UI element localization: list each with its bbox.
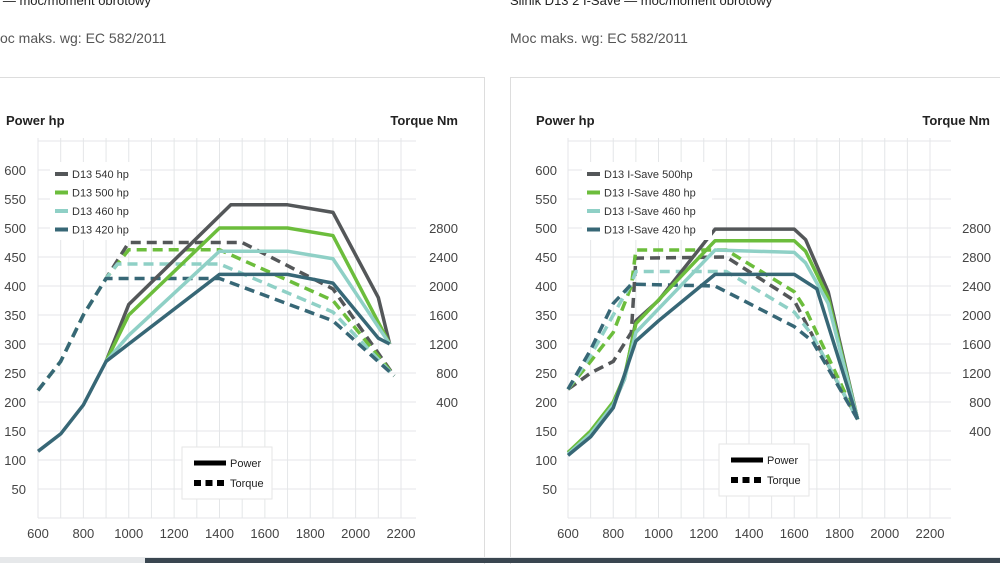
y-tick-label: 250 (535, 366, 557, 381)
y-tick-label: 400 (535, 279, 557, 294)
y2-tick-label: 2400 (429, 250, 458, 265)
y2-tick-label: 400 (436, 395, 458, 410)
y2-tick-label: 800 (436, 366, 458, 381)
y-tick-label: 350 (535, 308, 557, 323)
y-tick-label: 550 (535, 192, 557, 207)
legend-label: D13 420 hp (72, 225, 129, 237)
x-tick-label: 2200 (387, 526, 416, 541)
y2-axis-title: Torque Nm (390, 113, 458, 128)
chart-title-left: 3 — moc/moment obrotowy (0, 0, 151, 8)
x-tick-label: 1400 (205, 526, 234, 541)
x-tick-label: 2000 (870, 526, 899, 541)
line-style-legend-box (718, 443, 810, 497)
y2-axis-title: Torque Nm (922, 113, 990, 128)
legend-label: D13 I-Save 420 hp (604, 225, 696, 237)
torque-style-label: Torque (230, 478, 264, 490)
power-style-label: Power (230, 458, 262, 470)
legend-label: D13 I-Save 480 hp (604, 188, 696, 200)
torque-style-label: Torque (767, 475, 801, 487)
y2-tick-label: 1600 (429, 308, 458, 323)
y-tick-label: 300 (535, 337, 557, 352)
chart-subtitle-right: Moc maks. wg: EC 582/2011 (510, 30, 688, 46)
x-tick-label: 1600 (250, 526, 279, 541)
power-line-3 (36, 272, 391, 453)
x-tick-label: 1400 (735, 526, 764, 541)
y-tick-label: 50 (543, 482, 557, 497)
y-tick-label: 350 (4, 308, 26, 323)
y2-tick-label: 2000 (962, 308, 991, 323)
x-tick-label: 1200 (160, 526, 189, 541)
y-tick-label: 150 (4, 424, 26, 439)
y-tick-label: 500 (535, 221, 557, 236)
power-line-1 (566, 239, 860, 454)
x-tick-label: 1000 (114, 526, 143, 541)
y-tick-label: 50 (12, 482, 26, 497)
x-tick-label: 2200 (916, 526, 945, 541)
y2-tick-label: 2800 (429, 221, 458, 236)
y2-tick-label: 800 (969, 395, 991, 410)
y2-tick-label: 1600 (962, 337, 991, 352)
x-tick-label: 1800 (296, 526, 325, 541)
x-tick-label: 600 (27, 526, 49, 541)
y2-tick-label: 2800 (962, 221, 991, 236)
y2-tick-label: 1200 (429, 337, 458, 352)
y-axis-title: Power hp (6, 113, 65, 128)
y2-tick-label: 2000 (429, 279, 458, 294)
x-tick-label: 1000 (644, 526, 673, 541)
y-tick-label: 450 (4, 250, 26, 265)
chart-panel-right: Power hp Torque Nm 600 550 500 450 400 350 300 25… (510, 77, 1000, 564)
power-torque-chart-right: Power hp Torque Nm 600 550 500 450 400 350 300 25… (535, 113, 991, 541)
torque-line-3 (36, 276, 396, 392)
x-tick-label: 800 (602, 526, 624, 541)
y-tick-label: 300 (4, 337, 26, 352)
y2-tick-label: 400 (969, 424, 991, 439)
chart-subtitle-left: oc maks. wg: EC 582/2011 (0, 30, 167, 46)
torque-line-1 (566, 248, 860, 421)
torque-line-2 (566, 269, 860, 421)
power-style-label: Power (767, 455, 799, 467)
y-tick-label: 600 (535, 163, 557, 178)
power-line-2 (104, 249, 392, 363)
y-tick-label: 500 (4, 221, 26, 236)
legend-label: D13 460 hp (72, 206, 129, 218)
y-tick-label: 200 (4, 395, 26, 410)
x-tick-label: 1600 (780, 526, 809, 541)
y-tick-label: 600 (4, 163, 26, 178)
y-tick-label: 450 (535, 250, 557, 265)
y-tick-label: 100 (4, 453, 26, 468)
power-line-0 (104, 203, 392, 363)
y-tick-label: 100 (535, 453, 557, 468)
y-tick-label: 250 (4, 366, 26, 381)
x-tick-label: 600 (557, 526, 579, 541)
torque-line-3 (566, 282, 860, 421)
line-style-legend-box (181, 446, 273, 500)
power-line-3 (566, 272, 860, 457)
y-tick-label: 200 (535, 395, 557, 410)
y2-tick-label: 1200 (962, 366, 991, 381)
y-axis-title: Power hp (536, 113, 595, 128)
torque-line-2 (36, 262, 396, 392)
y2-tick-label: 2800 (962, 250, 991, 265)
power-line-1 (104, 226, 392, 363)
chart-title-right: Silnik D13 2 I-Save — moc/moment obrotow… (510, 0, 773, 8)
x-tick-label: 1200 (689, 526, 718, 541)
legend-label: D13 I-Save 460 hp (604, 206, 696, 218)
legend-label: D13 540 hp (72, 169, 129, 181)
x-tick-label: 1800 (825, 526, 854, 541)
power-torque-chart-left: Power hp Torque Nm 600 550 500 450 400 350 300 25… (4, 113, 458, 541)
x-tick-label: 800 (73, 526, 95, 541)
bottom-scrollbar[interactable] (0, 557, 1000, 563)
legend-label: D13 500 hp (72, 188, 129, 200)
power-line-2 (566, 248, 860, 456)
series-legend-bg (582, 162, 712, 240)
y-tick-label: 150 (535, 424, 557, 439)
chart-panel-left: Power hp Torque Nm 600 550 500 450 400 350 300 25… (0, 77, 485, 564)
legend-label: D13 I-Save 500hp (604, 169, 693, 181)
y-tick-label: 550 (4, 192, 26, 207)
y-tick-label: 400 (4, 279, 26, 294)
y2-tick-label: 2400 (962, 279, 991, 294)
x-tick-label: 2000 (341, 526, 370, 541)
